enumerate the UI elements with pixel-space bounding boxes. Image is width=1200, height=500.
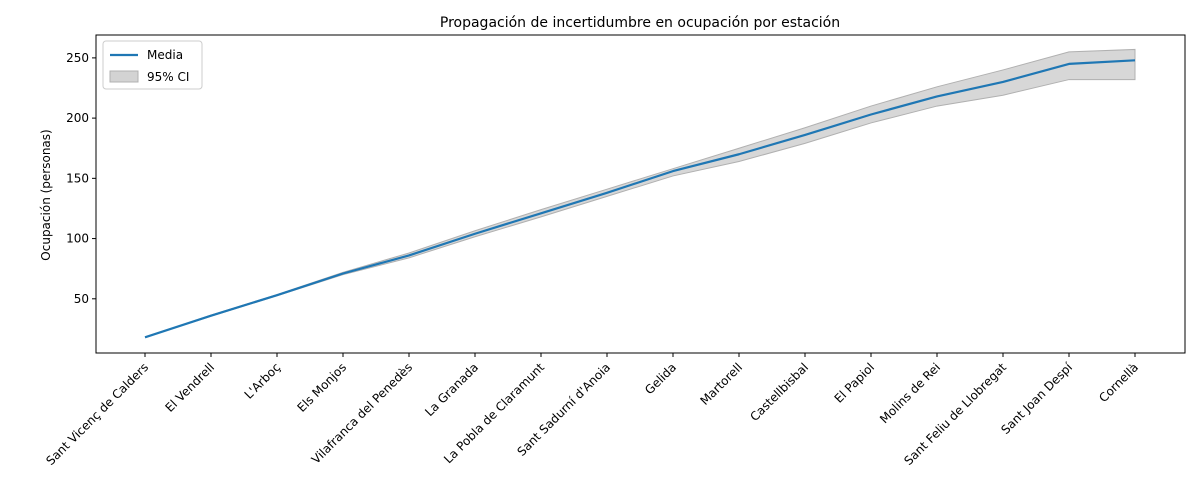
x-tick-label: Sant Vicenç de Calders <box>43 360 151 468</box>
mean-line <box>144 59 1136 339</box>
x-tick-label: Cornellà <box>1096 360 1141 405</box>
x-tick-label: Sant Joan Despí <box>998 360 1075 437</box>
y-tick-label: 250 <box>66 51 89 65</box>
x-tick-label: L'Arboç <box>242 360 283 401</box>
x-tick-label: Martorell <box>697 360 745 408</box>
legend: Media 95% CI <box>102 40 203 90</box>
x-tick-label: La Granada <box>422 360 481 419</box>
x-tick-label: Els Monjos <box>295 360 350 415</box>
y-axis-label: Ocupación (personas) <box>39 129 53 260</box>
chart-title: Propagación de incertidumbre en ocupació… <box>440 15 840 31</box>
legend-ci-swatch <box>109 70 139 83</box>
y-tick-label: 150 <box>66 171 89 185</box>
y-tick-label: 200 <box>66 111 89 125</box>
plot-frame <box>95 34 1186 354</box>
y-tick-label: 50 <box>74 292 89 306</box>
ci-band <box>144 48 1136 338</box>
x-tick-label: Molins de Rei <box>877 360 943 426</box>
legend-mean-label: Media <box>147 48 183 62</box>
x-tick-label: El Vendrell <box>162 360 217 415</box>
legend-ci-label: 95% CI <box>147 70 189 84</box>
x-tick-label: Castellbisbal <box>747 360 811 424</box>
x-tick-label: El Papiol <box>832 360 878 406</box>
y-tick-label: 100 <box>66 232 89 246</box>
x-tick-label: Gelida <box>642 360 679 397</box>
